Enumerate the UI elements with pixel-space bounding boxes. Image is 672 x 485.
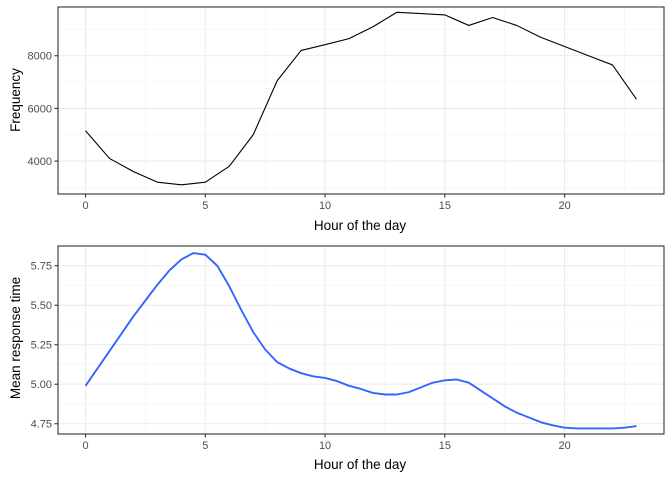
x-axis-title-response-time: Hour of the day <box>314 457 407 472</box>
y-tick-label: 6000 <box>28 103 52 115</box>
series-line <box>84 252 637 430</box>
panel-border <box>57 245 665 435</box>
response-time-panel: 0 5 10 15 20 4.75 5.00 5.25 5.50 5.75 <box>31 245 665 452</box>
y-tick-label: 4000 <box>28 156 52 168</box>
plot-area <box>58 246 664 434</box>
x-tick-label: 5 <box>202 200 208 212</box>
x-tick-label: 0 <box>82 200 88 212</box>
y-tick-label: 5.25 <box>31 340 52 352</box>
x-tick-label: 10 <box>319 440 331 452</box>
x-tick-label: 0 <box>82 440 88 452</box>
x-tick-label: 20 <box>558 440 570 452</box>
series-line <box>85 11 637 186</box>
panel-border <box>57 6 665 195</box>
plot-area <box>58 7 664 194</box>
x-tick-label: 20 <box>558 200 570 212</box>
y-axis-title-response-time: Mean response time <box>8 277 23 399</box>
y-tick-label: 5.75 <box>31 261 52 273</box>
x-tick-label: 5 <box>202 440 208 452</box>
frequency-panel: 0 5 10 15 20 4000 6000 8000 <box>28 6 665 212</box>
x-tick-label: 15 <box>439 440 451 452</box>
x-tick-label: 15 <box>439 200 451 212</box>
y-tick-label: 8000 <box>28 51 52 63</box>
y-tick-label: 5.50 <box>31 300 52 312</box>
y-axis-title-frequency: Frequency <box>8 68 23 132</box>
y-tick-label: 4.75 <box>31 419 52 431</box>
x-axis-title-frequency: Hour of the day <box>314 218 407 233</box>
x-tick-label: 10 <box>319 200 331 212</box>
y-tick-label: 5.00 <box>31 379 52 391</box>
